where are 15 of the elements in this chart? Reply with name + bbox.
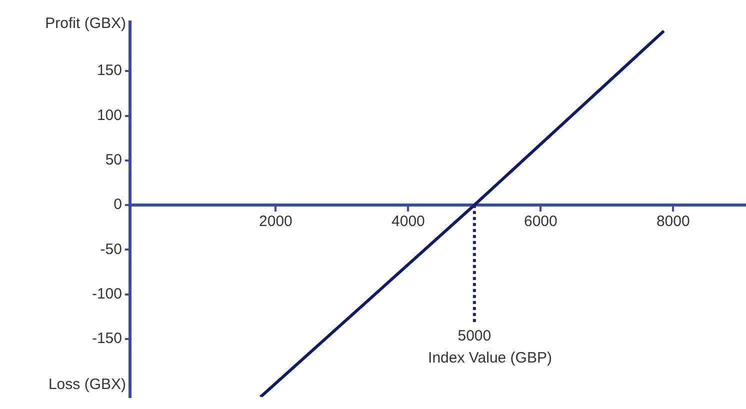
y-tick-label: 50 [105,152,122,169]
y-tick-label: -50 [100,240,122,258]
x-tick-label: 6000 [524,213,558,230]
y-tick-label: 150 [96,62,122,80]
ref-line-label: 5000 [458,328,492,345]
y-tick-label: -150 [92,330,122,348]
x-tick-label: 2000 [259,213,292,230]
x-tick-label: 8000 [656,213,690,230]
y-tick-label: 0 [114,196,122,214]
y-tick-label: -100 [92,285,122,302]
x-axis-title: Index Value (GBP) [428,350,552,367]
x-tick-label: 4000 [392,213,425,230]
text: Loss (GBX) [48,376,126,394]
y-tick-label: 100 [96,106,122,124]
y-axis-title: Profit (GBX) [45,15,126,32]
